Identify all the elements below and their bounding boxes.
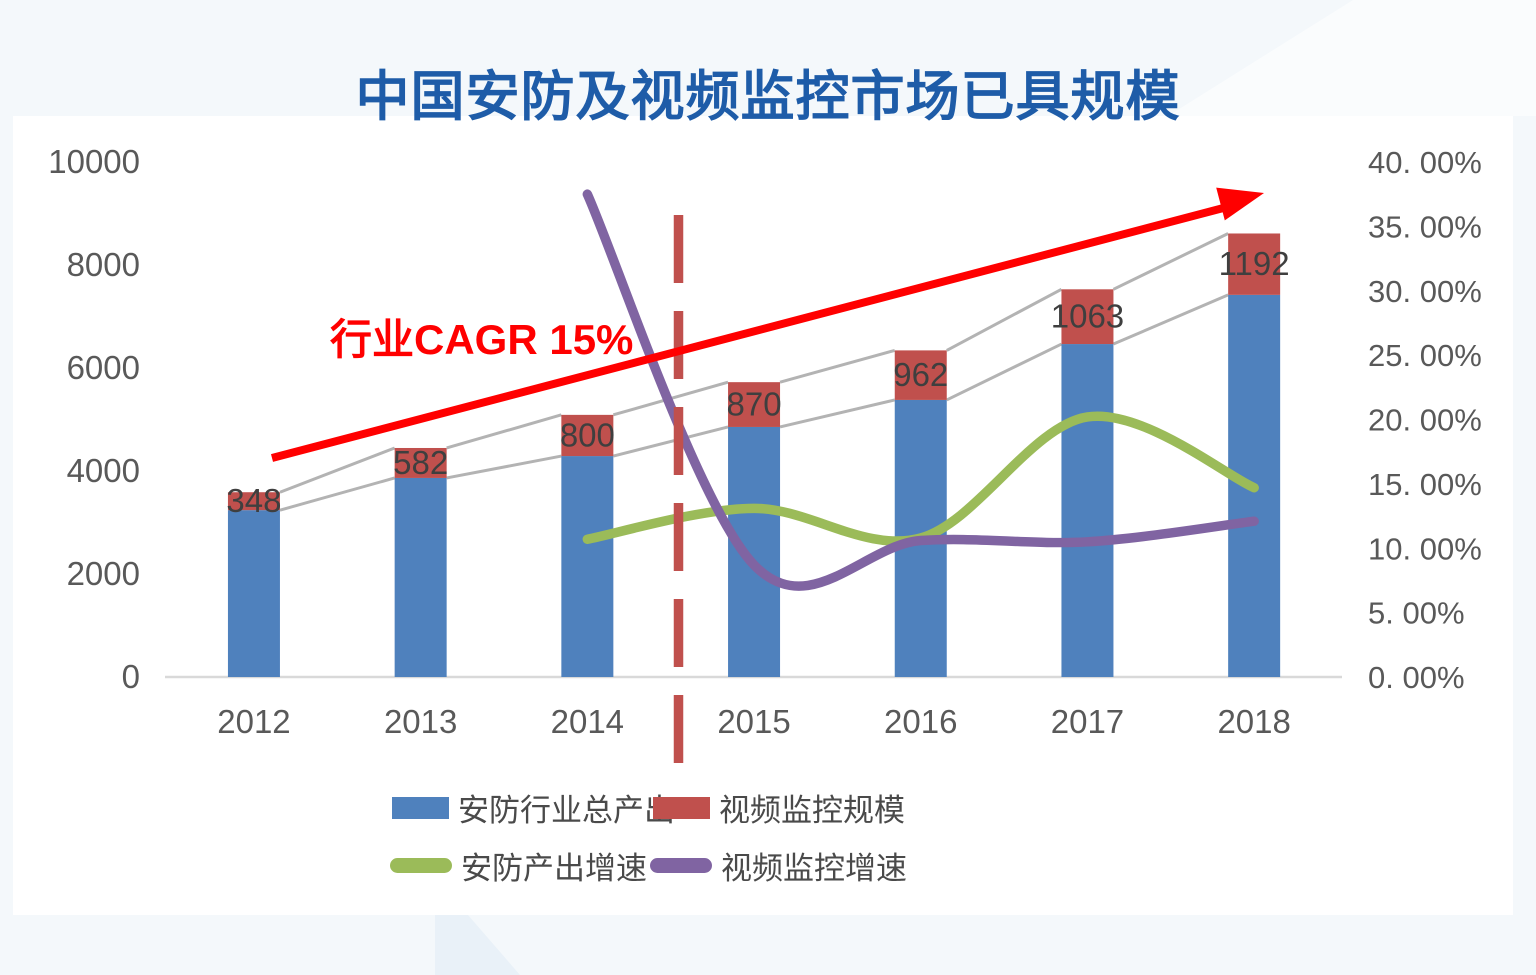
bar-segment-security-output (1061, 344, 1114, 677)
left-axis-tick-label: 6000 (67, 349, 140, 386)
x-axis-year-label: 2014 (551, 703, 624, 740)
bar-value-label: 800 (560, 416, 615, 453)
left-axis-tick-label: 0 (122, 658, 140, 695)
bar-segment-video-surveillance (227, 492, 280, 511)
bar-value-label: 1063 (1051, 298, 1124, 335)
bar-segment-video-surveillance (1061, 289, 1114, 345)
right-axis-tick-label: 5. 00% (1368, 596, 1465, 631)
right-axis-tick-label: 30. 00% (1368, 274, 1482, 309)
bar-segment-video-surveillance (728, 382, 781, 427)
bar-value-label: 962 (893, 356, 948, 393)
legend-label: 安防行业总产出 (458, 793, 675, 828)
right-axis-tick-label: 15. 00% (1368, 467, 1482, 502)
legend-item: 安防行业总产出 (392, 785, 675, 830)
trend-arrow-head (1216, 187, 1264, 221)
bar-segment-video-surveillance (894, 350, 947, 400)
legend-swatch-line-green (390, 858, 452, 873)
right-axis-tick-label: 40. 00% (1368, 145, 1482, 180)
bar-value-label: 348 (226, 482, 281, 519)
left-axis-tick-label: 4000 (67, 452, 140, 489)
legend-item: 视频监控增速 (650, 843, 907, 888)
growth-line (582, 189, 1259, 591)
x-axis-year-label: 2018 (1217, 703, 1290, 740)
x-axis-year-label: 2013 (384, 703, 457, 740)
legend-label: 视频监控增速 (721, 851, 907, 886)
x-axis-year-label: 2012 (217, 703, 290, 740)
bar-segment-video-surveillance (561, 414, 614, 457)
x-axis-year-label: 2015 (717, 703, 790, 740)
legend-label: 视频监控规模 (719, 793, 905, 828)
legend-swatch-line-purple (650, 858, 712, 873)
trend-arrow-shaft (270, 202, 1233, 462)
bar-segment-video-surveillance (394, 447, 447, 478)
bar-value-label: 870 (727, 386, 782, 423)
legend-swatch-bar-blue (392, 796, 449, 819)
legend-item: 视频监控规模 (653, 785, 905, 830)
legend-swatch-bar-red (653, 796, 710, 819)
left-axis-tick-label: 2000 (67, 555, 140, 592)
bar-value-label: 582 (393, 444, 448, 481)
right-axis-tick-label: 10. 00% (1368, 531, 1482, 566)
legend-label: 安防产出增速 (461, 851, 647, 886)
left-axis-tick-label: 10000 (48, 143, 140, 180)
bar-value-label: 1192 (1219, 245, 1290, 282)
left-axis-tick-label: 8000 (67, 246, 140, 283)
right-axis-tick-label: 35. 00% (1368, 209, 1482, 244)
bar-segment-security-output (394, 477, 447, 677)
page-title: 中国安防及视频监控市场已具规模 (355, 67, 1181, 127)
right-axis-tick-label: 20. 00% (1368, 403, 1482, 438)
connector-line (279, 293, 1229, 512)
bar-segment-security-output (728, 426, 781, 677)
bar-segment-security-output (561, 456, 614, 677)
bar-segment-security-output (227, 510, 280, 677)
bar-segment-video-surveillance (1228, 233, 1281, 295)
right-axis-tick-label: 25. 00% (1368, 338, 1482, 373)
x-axis-year-label: 2017 (1051, 703, 1124, 740)
x-axis-year-label: 2016 (884, 703, 957, 740)
legend-item: 安防产出增速 (390, 843, 647, 888)
right-axis-tick-label: 0. 00% (1368, 660, 1465, 695)
cagr-annotation: 行业CAGR 15% (330, 316, 634, 363)
